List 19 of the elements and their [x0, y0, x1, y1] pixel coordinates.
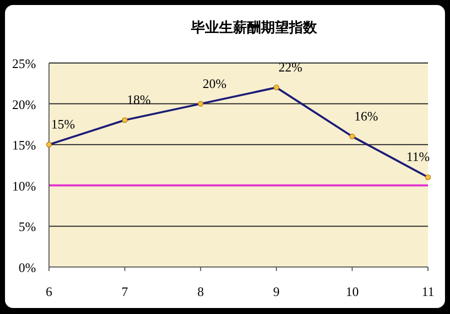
data-label: 20%: [202, 76, 227, 91]
y-tick-label: 5%: [18, 219, 36, 234]
x-tick-label: 9: [273, 284, 280, 299]
chart-title: 毕业生薪酬期望指数: [190, 19, 318, 35]
y-tick-label: 20%: [12, 96, 36, 112]
x-tick-label: 11: [422, 284, 434, 299]
y-tick-label: 0%: [18, 260, 36, 275]
x-tick-label: 6: [46, 284, 53, 299]
y-tick-label: 25%: [12, 56, 36, 71]
x-tick-label: 10: [346, 284, 359, 299]
data-label: 18%: [126, 92, 151, 108]
data-label: 22%: [278, 59, 302, 74]
x-tick-label: 7: [122, 284, 129, 299]
y-tick-label: 10%: [12, 178, 36, 194]
data-label: 15%: [51, 116, 76, 132]
data-label: 16%: [354, 108, 378, 124]
data-label: 11%: [406, 149, 430, 164]
y-tick-label: 15%: [12, 138, 36, 153]
x-tick-label: 8: [197, 284, 204, 299]
